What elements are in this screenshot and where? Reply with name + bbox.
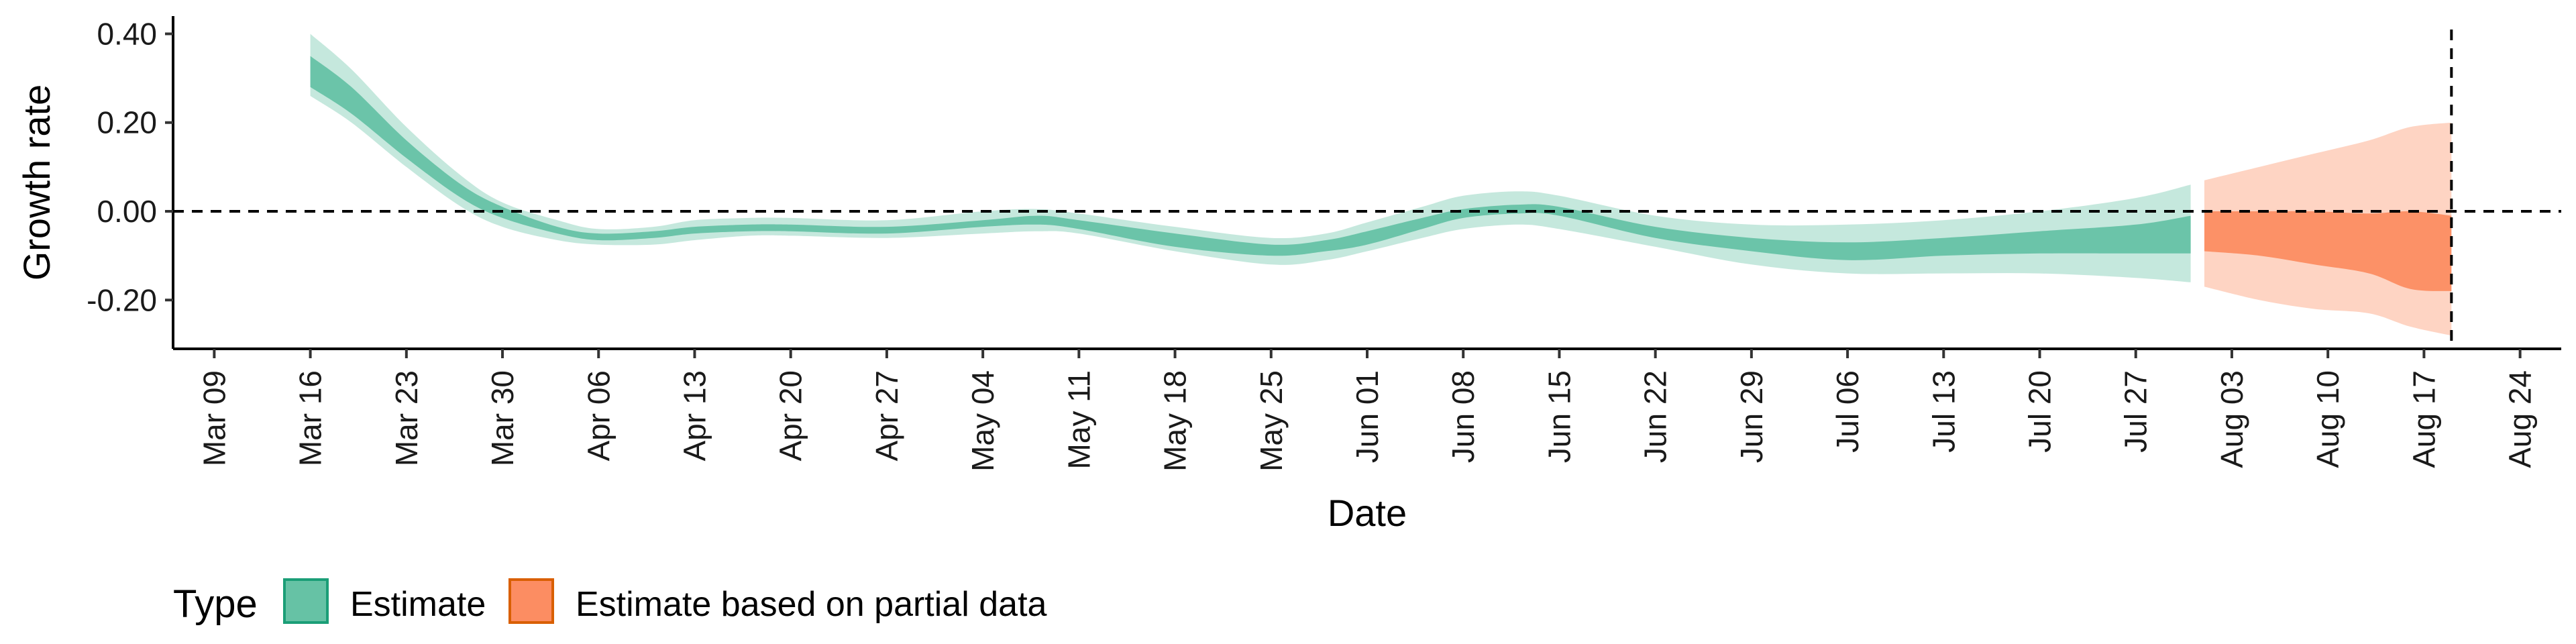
x-tick-label: Aug 03: [2214, 370, 2249, 468]
band-inner-partial-data: [2204, 211, 2452, 291]
x-tick-label: Jun 29: [1734, 370, 1769, 463]
band-outer-estimate: [310, 34, 2191, 282]
legend-swatch-partial-data: [508, 578, 554, 624]
x-tick-label: Aug 10: [2310, 370, 2345, 468]
x-tick-label: Jul 27: [2118, 370, 2153, 453]
axes: [172, 16, 2561, 350]
x-axis-title: Date: [1328, 492, 1407, 534]
x-tick-label: Jun 15: [1542, 370, 1576, 463]
y-tick-label: 0.00: [97, 194, 157, 229]
band-inner-estimate: [310, 56, 2191, 260]
x-tick-label: Mar 23: [389, 370, 424, 466]
x-tick-label: Jul 13: [1926, 370, 1961, 453]
x-tick-label: Mar 30: [485, 370, 520, 466]
y-axis-ticks: -0.20 0.00 0.20 0.40: [87, 16, 173, 317]
x-tick-label: Mar 09: [197, 370, 231, 466]
x-tick-label: May 25: [1254, 370, 1289, 472]
x-tick-label: Aug 24: [2503, 370, 2538, 468]
x-tick-label: May 18: [1158, 370, 1193, 472]
y-axis-title: Growth rate: [15, 85, 58, 281]
x-tick-label: May 04: [965, 370, 1000, 472]
legend-swatch-estimate: [283, 578, 329, 624]
y-tick-label: -0.20: [87, 282, 157, 317]
x-tick-label: Apr 13: [678, 370, 712, 462]
x-tick-label: Jun 08: [1446, 370, 1481, 463]
legend-label-estimate: Estimate: [350, 585, 486, 624]
x-tick-label: Apr 27: [869, 370, 904, 462]
reference-lines: [173, 30, 2561, 349]
x-tick-label: Jun 01: [1350, 370, 1385, 463]
x-tick-label: May 11: [1061, 370, 1096, 469]
x-tick-label: Apr 06: [581, 370, 616, 462]
y-tick-label: 0.40: [97, 16, 157, 51]
uncertainty-bands: [310, 34, 2452, 336]
x-tick-label: Mar 16: [293, 370, 328, 466]
x-tick-label: Aug 17: [2406, 370, 2441, 468]
x-tick-label: Jul 20: [2023, 370, 2057, 453]
x-tick-label: Jun 22: [1638, 370, 1673, 463]
x-tick-label: Jul 06: [1830, 370, 1865, 453]
y-tick-label: 0.20: [97, 105, 157, 140]
legend: Type Estimate Estimate based on partial …: [173, 578, 1047, 626]
x-tick-label: Apr 20: [773, 370, 808, 462]
legend-title: Type: [173, 582, 258, 626]
x-axis-ticks: Mar 09 Mar 16 Mar 23 Mar 30 Apr 06 Apr 13 Apr …: [197, 349, 2538, 472]
legend-label-partial-data: Estimate based on partial data: [576, 585, 1047, 624]
